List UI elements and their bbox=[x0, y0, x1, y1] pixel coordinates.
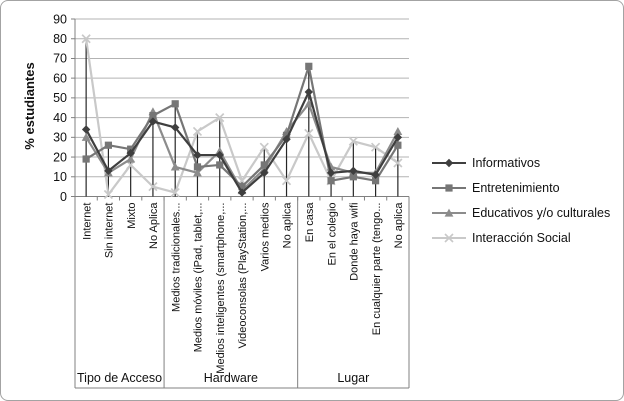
svg-text:Hardware: Hardware bbox=[204, 371, 258, 385]
svg-text:Medios móviles (iPad, tablet,.: Medios móviles (iPad, tablet,... bbox=[193, 203, 205, 353]
x-marker-icon bbox=[432, 232, 466, 243]
legend-item-educativos: Educativos y/o culturales bbox=[431, 200, 610, 225]
svg-text:En casa: En casa bbox=[304, 202, 316, 243]
svg-text:En cualquier parte (tengo...: En cualquier parte (tengo... bbox=[371, 203, 383, 336]
svg-text:Tipo de Acceso: Tipo de Acceso bbox=[77, 371, 162, 385]
svg-text:60: 60 bbox=[53, 71, 67, 85]
svg-text:30: 30 bbox=[53, 131, 67, 145]
diamond-marker-icon bbox=[432, 158, 466, 167]
legend-label: Educativos y/o culturales bbox=[472, 205, 611, 220]
svg-text:No aplica: No aplica bbox=[282, 202, 294, 249]
svg-text:Medios tradicionales...: Medios tradicionales... bbox=[170, 203, 182, 312]
svg-text:Varios medios: Varios medios bbox=[259, 202, 271, 271]
legend-label: Interacción Social bbox=[472, 230, 571, 245]
svg-text:70: 70 bbox=[53, 52, 67, 66]
legend: Informativos Entretenimiento Educativos … bbox=[431, 150, 610, 250]
svg-text:Videoconsolas (PlayStation,...: Videoconsolas (PlayStation,... bbox=[237, 203, 249, 349]
svg-text:No Aplica: No Aplica bbox=[148, 202, 160, 249]
svg-text:Mixto: Mixto bbox=[126, 203, 138, 229]
svg-text:En el colegio: En el colegio bbox=[326, 203, 338, 266]
svg-text:Donde haya wifi: Donde haya wifi bbox=[349, 203, 361, 281]
svg-text:80: 80 bbox=[53, 32, 67, 46]
svg-text:Medios inteligentes (smartphon: Medios inteligentes (smartphone,... bbox=[215, 203, 227, 374]
legend-item-interaccion-social: Interacción Social bbox=[431, 225, 610, 250]
svg-text:No aplica: No aplica bbox=[393, 202, 405, 249]
svg-text:20: 20 bbox=[53, 150, 67, 164]
triangle-marker-icon bbox=[432, 208, 466, 217]
svg-text:40: 40 bbox=[53, 111, 67, 125]
legend-item-informativos: Informativos bbox=[431, 150, 610, 175]
svg-text:Internet: Internet bbox=[81, 203, 93, 240]
legend-label: Entretenimiento bbox=[472, 180, 560, 195]
legend-label: Informativos bbox=[472, 155, 541, 170]
svg-text:0: 0 bbox=[60, 190, 67, 204]
square-marker-icon bbox=[432, 183, 466, 192]
svg-text:10: 10 bbox=[53, 170, 67, 184]
svg-text:90: 90 bbox=[53, 12, 67, 26]
svg-text:50: 50 bbox=[53, 91, 67, 105]
svg-text:Sin internet: Sin internet bbox=[104, 203, 116, 259]
svg-text:Lugar: Lugar bbox=[337, 371, 369, 385]
legend-item-entretenimiento: Entretenimiento bbox=[431, 175, 610, 200]
